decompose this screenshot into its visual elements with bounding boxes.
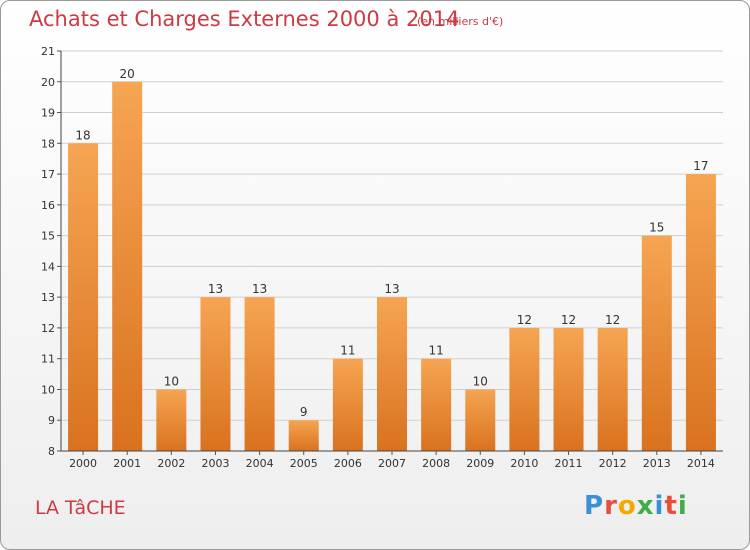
logo-letter: o [617, 491, 637, 521]
y-tick-label: 8 [48, 445, 55, 458]
bar-value-label: 13 [252, 282, 267, 296]
x-tick-label: 2000 [69, 457, 97, 470]
x-tick-label: 2012 [599, 457, 627, 470]
bar-value-label: 11 [428, 344, 443, 358]
bar-value-label: 12 [561, 313, 576, 327]
town-name: LA TâCHE [35, 497, 126, 519]
chart-title: Achats et Charges Externes 2000 à 2014 [29, 7, 460, 31]
bar [200, 297, 231, 451]
bar-value-label: 11 [340, 344, 355, 358]
bar [685, 174, 716, 452]
x-tick-label: 2005 [290, 457, 318, 470]
y-tick-label: 10 [41, 383, 55, 396]
x-tick-label: 2001 [113, 457, 141, 470]
proxiti-logo[interactable]: Proxiti [584, 491, 688, 521]
x-tick-label: 2008 [422, 457, 450, 470]
x-tick-label: 2007 [378, 457, 406, 470]
y-tick-label: 15 [41, 230, 55, 243]
bar-value-label: 18 [75, 128, 90, 142]
x-tick-label: 2002 [157, 457, 185, 470]
y-tick-label: 12 [41, 322, 55, 335]
bar-value-label: 9 [300, 405, 308, 419]
bar [288, 420, 319, 451]
logo-letter: i [654, 491, 665, 521]
y-tick-label: 9 [48, 414, 55, 427]
bar [597, 327, 628, 451]
bar-value-label: 10 [473, 374, 488, 388]
logo-letter: P [584, 491, 605, 521]
logo-letter: i [677, 491, 688, 521]
bar-value-label: 13 [384, 282, 399, 296]
bar [509, 327, 540, 451]
x-tick-label: 2010 [510, 457, 538, 470]
bar-value-label: 13 [208, 282, 223, 296]
chart-subtitle: (en milliers d'€) [417, 15, 504, 28]
bar [377, 297, 407, 451]
bar [156, 389, 187, 451]
x-tick-label: 2014 [687, 457, 715, 470]
bar [244, 297, 275, 451]
bar [641, 235, 672, 451]
bar-value-label: 15 [649, 221, 664, 235]
x-tick-label: 2013 [643, 457, 671, 470]
bar [421, 358, 452, 451]
y-tick-label: 18 [41, 137, 55, 150]
y-tick-label: 21 [41, 45, 55, 58]
y-tick-label: 16 [41, 199, 55, 212]
x-tick-label: 2009 [466, 457, 494, 470]
bar [465, 389, 496, 451]
y-tick-label: 14 [41, 260, 55, 273]
bar [332, 358, 363, 451]
logo-letter: t [664, 491, 678, 521]
bar [553, 327, 584, 451]
bar-value-label: 10 [164, 374, 179, 388]
y-tick-label: 11 [41, 353, 55, 366]
y-tick-label: 17 [41, 168, 55, 181]
y-tick-label: 20 [41, 76, 55, 89]
bar-value-label: 17 [693, 159, 708, 173]
bar [112, 81, 143, 452]
x-tick-label: 2006 [334, 457, 362, 470]
bar-value-label: 12 [605, 313, 620, 327]
x-tick-label: 2003 [201, 457, 229, 470]
bar-value-label: 20 [120, 67, 135, 81]
x-tick-label: 2011 [555, 457, 583, 470]
y-tick-label: 19 [41, 107, 55, 120]
y-tick-label: 13 [41, 291, 55, 304]
logo-letter: r [604, 491, 618, 521]
logo-letter: x [636, 491, 655, 521]
x-tick-label: 2004 [246, 457, 274, 470]
bar-value-label: 12 [517, 313, 532, 327]
bar [68, 143, 99, 452]
